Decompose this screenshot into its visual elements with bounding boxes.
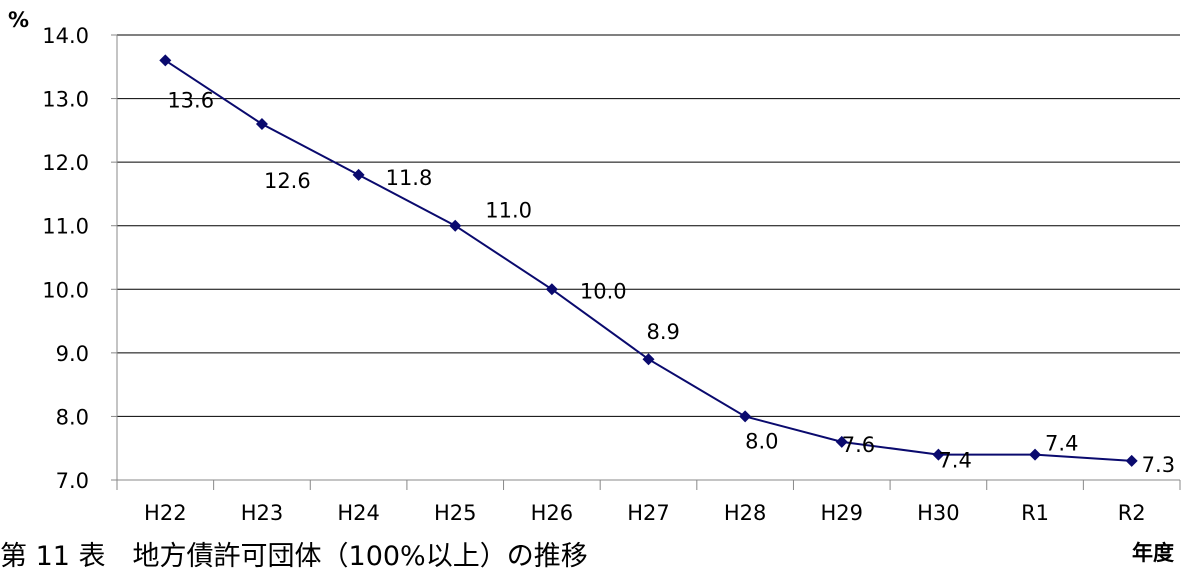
y-tick-label: 12.0	[42, 151, 89, 175]
data-point-marker	[835, 435, 848, 448]
x-tick-label: H22	[144, 501, 187, 525]
y-tick-label: 13.0	[42, 88, 89, 112]
x-tick-label: R2	[1118, 501, 1146, 525]
data-point-marker	[255, 118, 268, 130]
data-point-marker	[545, 283, 558, 296]
data-label: 7.6	[842, 433, 875, 457]
data-label: 7.3	[1142, 453, 1175, 477]
data-point-marker	[449, 219, 462, 232]
y-axis-unit-label: %	[8, 8, 29, 32]
y-tick-label: 14.0	[42, 24, 89, 48]
x-tick-label: H23	[241, 501, 284, 525]
data-label: 11.8	[386, 166, 433, 190]
data-label: 12.6	[264, 169, 311, 193]
x-tick-label: H26	[531, 501, 574, 525]
data-point-marker	[1125, 454, 1138, 467]
x-tick-label: H27	[627, 501, 670, 525]
y-tick-label: 11.0	[42, 215, 89, 239]
data-point-marker	[159, 54, 172, 67]
y-tick-label: 7.0	[56, 469, 89, 493]
chart-caption: 第 11 表 地方債許可団体（100%以上）の推移	[0, 541, 588, 572]
y-tick-label: 8.0	[56, 405, 89, 429]
data-point-marker	[739, 410, 752, 423]
data-label: 8.9	[647, 320, 680, 344]
data-label: 11.0	[485, 199, 532, 223]
data-point-marker	[932, 448, 945, 461]
x-tick-label: H24	[337, 501, 380, 525]
gridlines	[117, 34, 1180, 417]
data-labels: 13.6 12.6 11.8 11.0 10.0 8.9 8.0 7.6 7.4 7.4 7.3	[167, 88, 1175, 477]
data-point-marker	[1029, 448, 1042, 461]
y-tick-label: 10.0	[42, 278, 89, 302]
y-tick-label: 9.0	[56, 342, 89, 366]
x-tick-label: H30	[917, 501, 960, 525]
data-label: 10.0	[580, 279, 627, 303]
y-axis-ticks: 7.0 8.0 9.0 10.0 11.0 12.0 13.0 14.0	[42, 24, 118, 493]
data-label: 13.6	[167, 88, 214, 112]
series-line	[164, 59, 1132, 462]
series-group	[159, 54, 1138, 467]
x-tick-label: H28	[724, 501, 767, 525]
data-label: 7.4	[938, 449, 971, 473]
x-tick-label: R1	[1021, 501, 1049, 525]
data-label: 8.0	[745, 429, 778, 453]
x-tick-label: H29	[821, 501, 864, 525]
x-tick-label: H25	[434, 501, 477, 525]
data-label: 7.4	[1045, 432, 1078, 456]
data-point-marker	[352, 168, 365, 181]
x-axis-unit-label: 年度	[1132, 541, 1174, 565]
x-axis: H22 H23 H24 H25 H26 H27 H28 H29 H30 R1 R2	[116, 479, 1181, 525]
data-point-marker	[642, 353, 655, 366]
